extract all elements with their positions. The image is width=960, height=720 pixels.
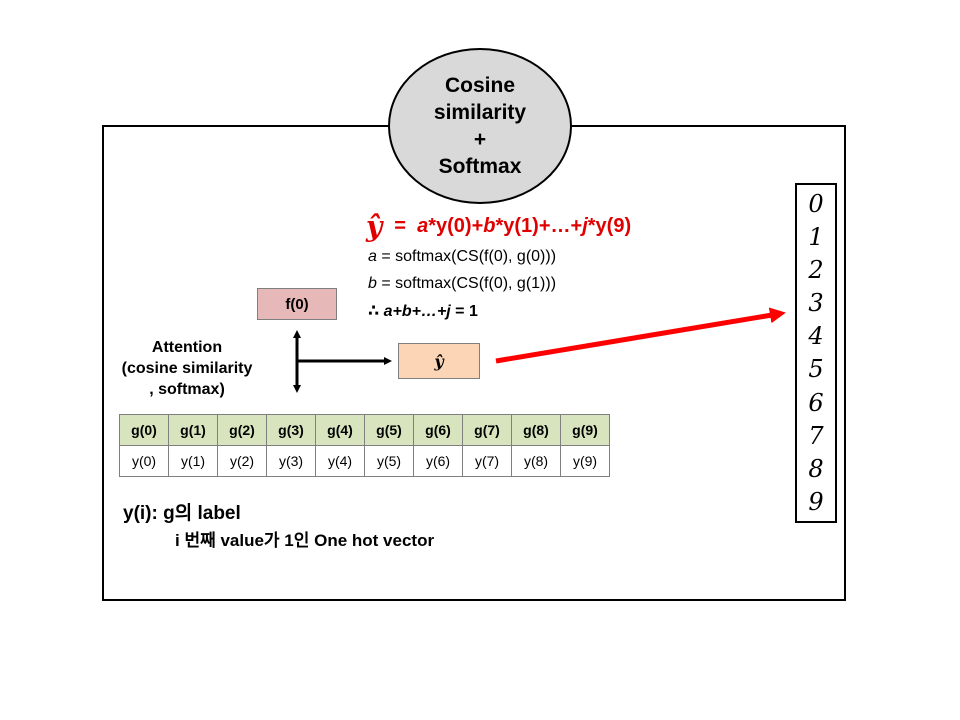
y-cell: y(7) <box>462 445 512 477</box>
yhat-box: ŷ <box>398 343 480 379</box>
g-cell: g(0) <box>119 414 169 446</box>
attention-line: (cosine similarity <box>121 360 253 377</box>
formula-var-j: j <box>582 215 588 237</box>
prediction-arrow <box>495 307 786 364</box>
yhat-formula: ŷ = a *y(0)+ b *y(1)+…+ j *y(9) <box>366 210 631 243</box>
formula-var-b: b <box>483 215 496 237</box>
g-y-table: g(0) g(1) g(2) g(3) g(4) g(5) g(6) g(7) … <box>119 414 610 477</box>
yhat-symbol: ŷ <box>366 210 383 243</box>
formula-sum-expr: a+b+…+j <box>383 303 451 320</box>
digit: 9 <box>808 487 824 516</box>
y-cell: y(4) <box>315 445 365 477</box>
g-cell: g(1) <box>168 414 218 446</box>
digit: 8 <box>808 454 824 483</box>
yhat-box-label: ŷ <box>434 351 444 371</box>
formula-term-2: *y(1)+…+ <box>495 215 583 237</box>
digit: 7 <box>808 421 824 450</box>
y-cell: y(1) <box>168 445 218 477</box>
formula-term-3: *y(9) <box>587 215 632 237</box>
digit: 6 <box>808 388 824 417</box>
g-row: g(0) g(1) g(2) g(3) g(4) g(5) g(6) g(7) … <box>119 414 610 446</box>
g-cell: g(5) <box>364 414 414 446</box>
digit-column: 0 1 2 3 4 5 6 7 8 9 <box>795 183 837 523</box>
formula-line-b-var: b <box>368 275 377 292</box>
formula-var-a: a <box>417 215 429 237</box>
y-cell: y(2) <box>217 445 267 477</box>
formula-line-b-rest: = softmax(CS(f(0), g(1))) <box>376 275 557 292</box>
y-cell: y(6) <box>413 445 463 477</box>
digit: 2 <box>808 256 824 285</box>
g-cell: g(9) <box>560 414 610 446</box>
digit: 1 <box>808 223 824 252</box>
g-cell: g(2) <box>217 414 267 446</box>
digit: 0 <box>808 190 824 219</box>
g-cell: g(3) <box>266 414 316 446</box>
label-definition: y(i): g의 label <box>123 503 241 524</box>
ellipse-line: Softmax <box>438 155 522 178</box>
cosine-softmax-ellipse: Cosine similarity + Softmax <box>388 48 572 204</box>
f0-label: f(0) <box>285 295 309 313</box>
formula-line-a: a = softmax(CS(f(0), g(0))) <box>368 248 556 266</box>
therefore-symbol: ∴ <box>368 303 384 320</box>
ellipse-line: + <box>473 128 487 151</box>
formula-line-a-var: a <box>368 248 377 265</box>
y-row: y(0) y(1) y(2) y(3) y(4) y(5) y(6) y(7) … <box>119 445 610 477</box>
g-cell: g(8) <box>511 414 561 446</box>
digit: 5 <box>808 355 824 384</box>
formula-line-sum: ∴ a+b+…+j = 1 <box>368 301 478 321</box>
y-cell: y(8) <box>511 445 561 477</box>
g-cell: g(7) <box>462 414 512 446</box>
attention-label: Attention (cosine similarity , softmax) <box>120 337 254 400</box>
formula-line-a-rest: = softmax(CS(f(0), g(0))) <box>376 248 557 265</box>
y-cell: y(3) <box>266 445 316 477</box>
g-cell: g(4) <box>315 414 365 446</box>
one-hot-description: i 번째 value가 1인 One hot vector <box>175 531 435 550</box>
formula-line-b: b = softmax(CS(f(0), g(1))) <box>368 275 556 293</box>
digit: 3 <box>808 289 824 318</box>
formula-sum-rest: = 1 <box>450 303 478 320</box>
f0-box: f(0) <box>257 288 337 320</box>
ellipse-line: Cosine <box>444 74 515 97</box>
formula-equals: = <box>394 215 406 237</box>
formula-term-1: *y(0)+ <box>428 215 484 237</box>
y-cell: y(5) <box>364 445 414 477</box>
ellipse-line: similarity <box>433 101 527 124</box>
digit: 4 <box>808 322 824 351</box>
attention-line: , softmax) <box>149 381 225 398</box>
attention-line: Attention <box>151 339 223 356</box>
y-cell: y(9) <box>560 445 610 477</box>
